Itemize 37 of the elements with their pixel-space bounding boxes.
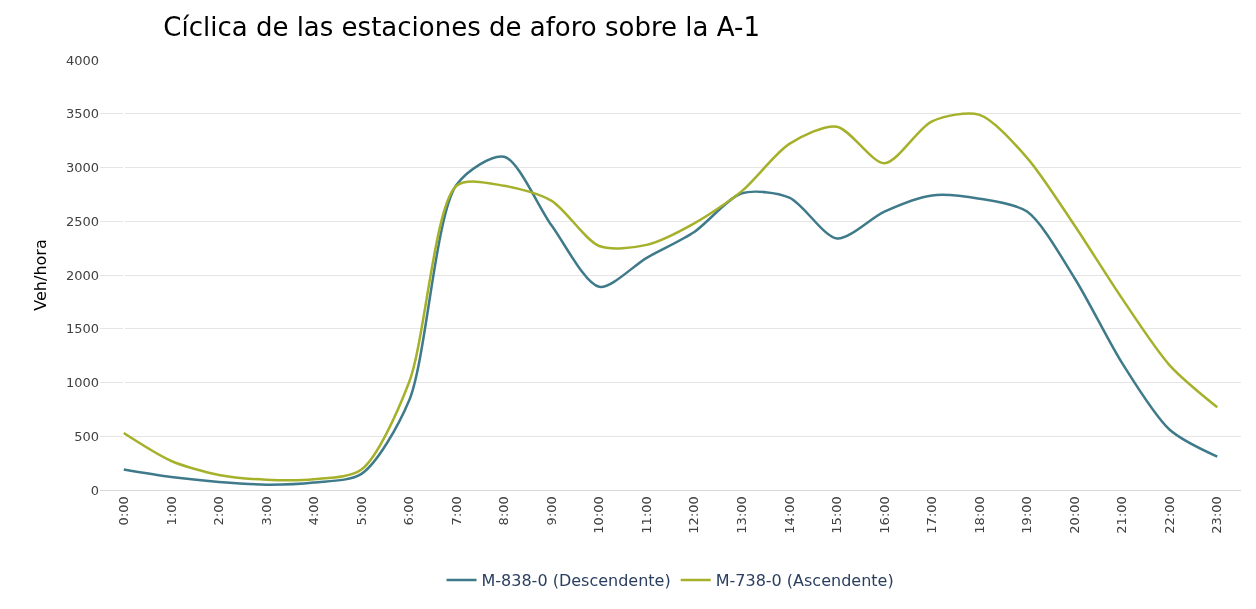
x-tick-label: 13:00 xyxy=(734,496,750,534)
x-tick-label: 9:00 xyxy=(543,496,559,526)
x-tick-label: 8:00 xyxy=(496,496,512,526)
y-tick-label: 500 xyxy=(74,428,99,444)
x-tick-label: 15:00 xyxy=(829,496,845,534)
x-tick-label: 10:00 xyxy=(591,496,607,534)
y-tick-label: 0 xyxy=(90,482,99,498)
x-tick-label: 2:00 xyxy=(211,496,227,526)
y-tick-label: 2000 xyxy=(65,267,99,283)
x-tick-label: 22:00 xyxy=(1161,496,1177,534)
x-tick-label: 5:00 xyxy=(353,496,369,526)
x-tick-label: 20:00 xyxy=(1066,496,1082,534)
x-tick-label: 21:00 xyxy=(1114,496,1130,534)
x-tick-label: 6:00 xyxy=(401,496,417,526)
x-tick-label: 4:00 xyxy=(306,496,322,526)
legend-label: M-738-0 (Ascendente) xyxy=(715,571,894,591)
x-tick-label: 0:00 xyxy=(115,496,131,526)
y-tick-label: 1000 xyxy=(65,375,99,391)
x-tick-label: 12:00 xyxy=(686,496,702,534)
x-tick-label: 14:00 xyxy=(781,496,797,534)
x-tick-label: 7:00 xyxy=(448,496,464,526)
y-tick-label: 1500 xyxy=(65,321,99,337)
x-tick-label: 3:00 xyxy=(258,496,274,526)
x-tick-label: 17:00 xyxy=(924,496,940,534)
x-tick-label: 23:00 xyxy=(1209,496,1225,534)
x-tick-label: 19:00 xyxy=(1019,496,1035,534)
x-tick-label: 11:00 xyxy=(638,496,654,534)
x-tick-label: 16:00 xyxy=(876,496,892,534)
y-tick-label: 3000 xyxy=(65,160,99,176)
x-tick-label: 1:00 xyxy=(163,496,179,526)
y-tick-label: 2500 xyxy=(65,213,99,229)
legend-label: M-838-0 (Descendente) xyxy=(481,571,671,591)
y-axis-title: Veh/hora xyxy=(30,239,50,311)
chart-title: Cíclica de las estaciones de aforo sobre la A-1 xyxy=(163,12,760,43)
y-tick-label: 4000 xyxy=(65,52,99,68)
y-tick-label: 3500 xyxy=(65,106,99,122)
x-tick-label: 18:00 xyxy=(971,496,987,534)
